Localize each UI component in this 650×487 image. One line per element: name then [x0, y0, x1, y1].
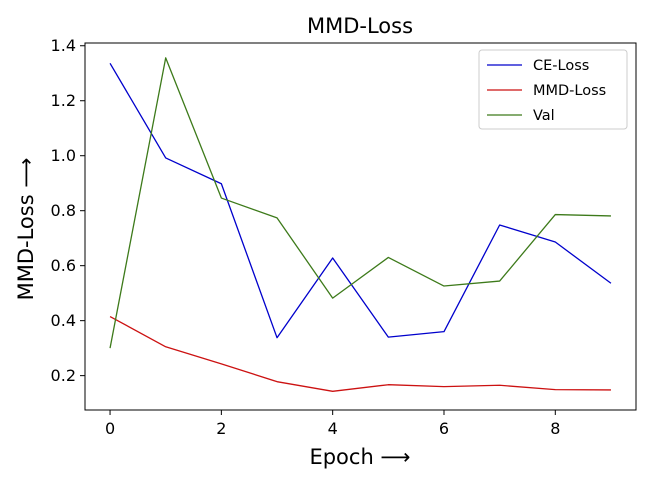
- y-tick-label: 1.4: [51, 36, 76, 55]
- series-line-mmd-loss: [109, 315, 611, 392]
- x-tick-label: 8: [550, 419, 560, 438]
- legend-box: [478, 49, 628, 130]
- y-tick-label: 0.4: [51, 311, 76, 330]
- plot-area-frame: [84, 42, 637, 411]
- x-tick-label: 4: [328, 419, 338, 438]
- x-tick-label: 2: [216, 419, 226, 438]
- chart-title: MMD-Loss: [307, 14, 413, 38]
- legend-label-val: Val: [533, 108, 555, 124]
- x-tick-label: 0: [105, 419, 115, 438]
- series-layer: [109, 57, 612, 392]
- series-line-ce-loss: [109, 63, 612, 339]
- y-tick-label: 1.0: [51, 146, 76, 165]
- legend-items: CE-Loss MMD-Loss Val: [487, 58, 606, 124]
- y-tick-label: 0.8: [51, 201, 76, 220]
- y-tick-label: 0.6: [51, 256, 76, 275]
- legend: CE-Loss MMD-Loss Val: [478, 49, 628, 130]
- ticks-layer: 0 2 4 6 8 0.2 0.4 0.6 0.8 1.0 1.2 1.4: [51, 36, 561, 438]
- x-tick-label: 6: [439, 419, 449, 438]
- series-line-val: [109, 57, 611, 349]
- legend-label-ce-loss: CE-Loss: [533, 58, 589, 74]
- legend-label-mmd-loss: MMD-Loss: [533, 83, 606, 99]
- x-axis-label: Epoch ⟶: [309, 445, 410, 469]
- y-tick-label: 1.2: [51, 91, 76, 110]
- y-tick-label: 0.2: [51, 366, 76, 385]
- y-axis-label: MMD-Loss ⟶: [14, 158, 38, 301]
